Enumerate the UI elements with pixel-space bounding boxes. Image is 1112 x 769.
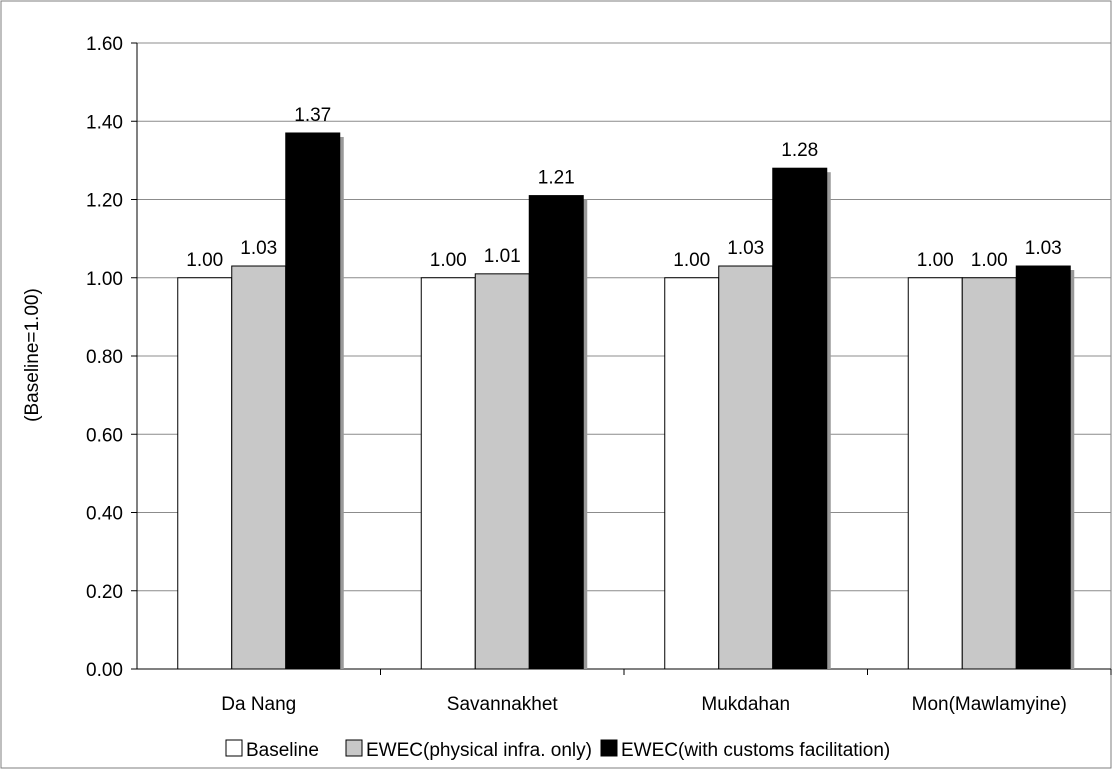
- legend-swatch: [345, 739, 363, 757]
- bars: [177, 132, 1075, 670]
- bar-value-label: 1.00: [186, 250, 223, 271]
- bar-value-label: 1.00: [971, 250, 1008, 271]
- x-category-label: Da Nang: [221, 694, 296, 715]
- y-tick-label: 0.80: [86, 347, 123, 368]
- legend-label: Baseline: [246, 740, 319, 761]
- y-axis-title: (Baseline=1.00): [22, 288, 43, 422]
- y-tick-label: 1.60: [86, 34, 123, 55]
- data-labels: 1.00 1.03 1.37 1.00 1.01 1.21 1.00 1.03 1.28 1.00…: [186, 105, 1061, 271]
- bar: [961, 277, 1017, 670]
- legend-swatch: [600, 739, 618, 757]
- y-tick-label: 0.20: [86, 582, 123, 603]
- bar: [718, 265, 774, 670]
- bar-value-label: 1.03: [727, 238, 764, 259]
- bar-value-label: 1.01: [484, 246, 521, 267]
- bar: [420, 277, 476, 670]
- x-category-label: Mon(Mawlamyine): [912, 694, 1067, 715]
- y-tick-label: 0.40: [86, 504, 123, 525]
- y-tick-label: 1.40: [86, 112, 123, 133]
- y-tick-label: 0.00: [86, 660, 123, 681]
- bar: [285, 132, 341, 670]
- bar: [177, 277, 233, 670]
- legend-label: EWEC(with customs facilitation): [621, 740, 890, 761]
- y-tick-label: 0.60: [86, 425, 123, 446]
- y-tick-label: 1.00: [86, 269, 123, 290]
- y-tick-label: 1.20: [86, 191, 123, 212]
- bar-value-label: 1.21: [538, 168, 575, 189]
- bar-value-label: 1.03: [1025, 238, 1062, 259]
- bar: [772, 167, 828, 670]
- legend-label: EWEC(physical infra. only): [366, 740, 592, 761]
- bar-value-label: 1.00: [673, 250, 710, 271]
- bar: [907, 277, 963, 670]
- bar-value-label: 1.00: [430, 250, 467, 271]
- bar: [474, 273, 530, 670]
- bar-value-label: 1.00: [917, 250, 954, 271]
- legend: Baseline EWEC(physical infra. only) EWEC(w…: [225, 739, 890, 761]
- x-category-label: Mukdahan: [701, 694, 790, 715]
- bar: [528, 195, 584, 670]
- x-axis-categories: Da Nang Savannakhet Mukdahan Mon(Mawlamyine…: [221, 669, 1112, 715]
- legend-swatch: [225, 739, 243, 757]
- bar-value-label: 1.28: [781, 140, 818, 161]
- bar-value-label: 1.03: [240, 238, 277, 259]
- bar-value-label: 1.37: [294, 105, 331, 126]
- bar: [664, 277, 720, 670]
- x-category-label: Savannakhet: [447, 694, 559, 715]
- bar: [1015, 265, 1071, 670]
- bar: [231, 265, 287, 670]
